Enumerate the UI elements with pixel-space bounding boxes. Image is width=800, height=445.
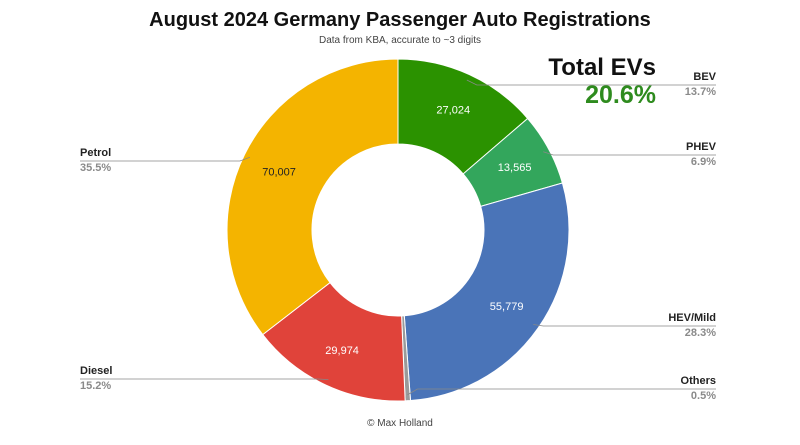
leader-line-petrol (80, 156, 251, 162)
slice-percent-hev-mild: 28.3% (685, 327, 716, 339)
slice-value-hev-mild: 55,779 (490, 301, 524, 313)
slice-name-bev: BEV (693, 71, 716, 83)
slice-value-diesel: 29,974 (325, 345, 359, 357)
slice-hev-mild (403, 182, 570, 402)
slice-percent-bev: 13.7% (685, 86, 716, 98)
slice-percent-phev: 6.9% (691, 156, 716, 168)
slice-petrol (226, 58, 399, 336)
leader-line-others (407, 388, 716, 396)
slice-value-bev: 27,024 (436, 105, 470, 117)
slice-name-phev: PHEV (686, 141, 717, 153)
leader-line-diesel (80, 378, 329, 381)
total-evs-label: Total EVs (548, 54, 656, 81)
slice-percent-petrol: 35.5% (80, 162, 111, 174)
total-evs-callout: Total EVs 20.6% (548, 56, 656, 108)
slice-name-hev-mild: HEV/Mild (668, 312, 716, 324)
total-evs-value: 20.6% (585, 81, 656, 109)
leader-line-hev-mild (533, 324, 716, 327)
slice-percent-others: 0.5% (691, 390, 716, 402)
slice-name-diesel: Diesel (80, 365, 112, 377)
slice-value-petrol: 70,007 (262, 167, 296, 179)
slice-percent-diesel: 15.2% (80, 380, 111, 392)
chart-subtitle: Data from KBA, accurate to ~3 digits (318, 35, 482, 46)
credit-footer: © Max Holland (367, 418, 433, 429)
slice-name-others: Others (681, 375, 716, 387)
leader-line-phev (543, 151, 716, 156)
slice-value-phev: 13,565 (498, 162, 532, 174)
slice-name-petrol: Petrol (80, 147, 111, 159)
chart-title: August 2024 Germany Passenger Auto Regis… (149, 9, 651, 31)
leader-line-bev (466, 79, 716, 86)
